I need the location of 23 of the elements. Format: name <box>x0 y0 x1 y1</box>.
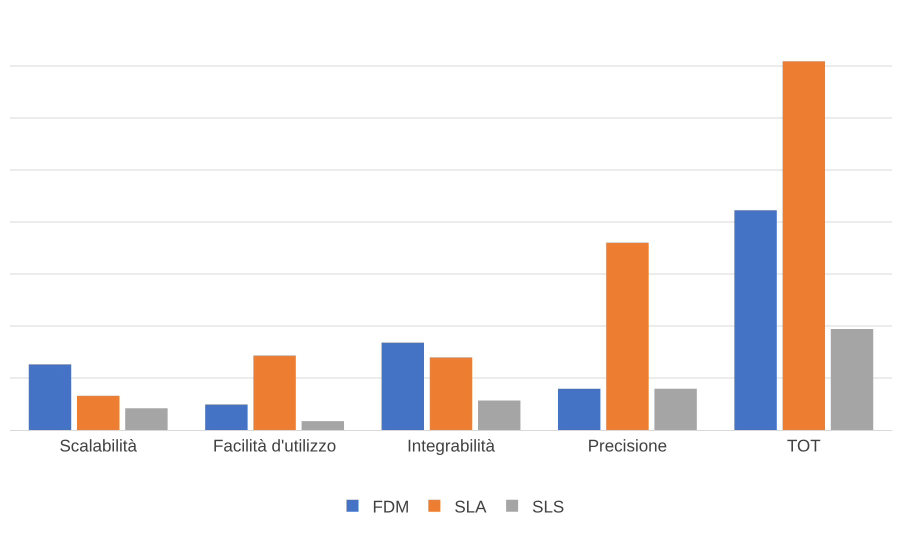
bar <box>830 328 874 430</box>
x-tick-label: Scalabilità <box>59 436 138 456</box>
bar <box>28 364 72 430</box>
bar <box>430 357 472 430</box>
bar <box>734 210 777 430</box>
bar <box>76 396 120 430</box>
legend-label: FDM <box>372 497 410 516</box>
bar <box>302 421 344 430</box>
x-tick-label: Integrabilità <box>407 436 496 456</box>
bar <box>478 400 520 430</box>
bar <box>782 61 826 430</box>
bar <box>125 408 168 430</box>
bar <box>205 404 248 430</box>
bar <box>606 242 649 430</box>
bar <box>382 342 424 430</box>
bar <box>654 388 697 430</box>
bar <box>253 356 296 430</box>
bar <box>558 388 600 430</box>
legend-label: SLA <box>454 497 488 516</box>
x-tick-label: Precisione <box>588 436 668 456</box>
legend-label: SLS <box>532 497 564 516</box>
x-tick-label: Facilità d'utilizzo <box>212 436 336 456</box>
x-tick-label: TOT <box>786 436 821 456</box>
